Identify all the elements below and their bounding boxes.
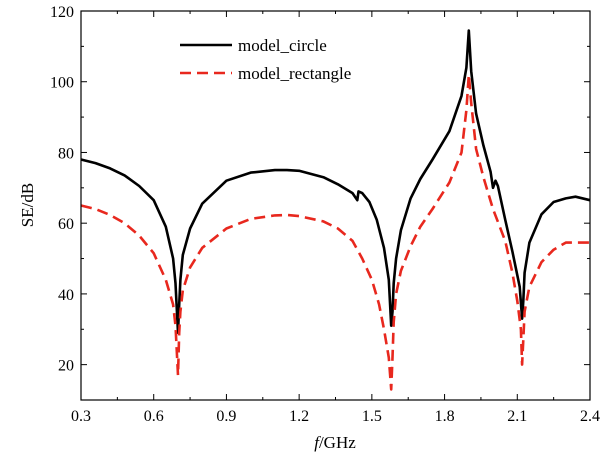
x-axis-ticks: 0.3 0.6 0.9 1.2 1.5 1.8 2.1 2.4 xyxy=(71,11,600,425)
legend-label: model_circle xyxy=(238,36,327,55)
plot-lines xyxy=(80,29,591,391)
x-axis-label: f/GHz xyxy=(314,433,356,452)
x-tick-label: 2.1 xyxy=(507,408,527,425)
x-axis-label-variable: f xyxy=(314,433,321,452)
x-tick-label: 0.9 xyxy=(216,408,236,425)
series-line-model_rectangle xyxy=(80,73,590,391)
y-axis-label: SE/dB xyxy=(18,183,37,227)
y-tick-label: 60 xyxy=(58,216,74,233)
x-tick-label: 2.4 xyxy=(580,408,600,425)
y-tick-label: 120 xyxy=(50,4,74,21)
y-tick-label: 40 xyxy=(58,287,74,304)
legend-label: model_rectangle xyxy=(238,64,351,83)
series-line-model_circle xyxy=(80,29,591,335)
y-axis-ticks: 20 40 60 80 100 120 xyxy=(50,4,590,401)
x-tick-label: 0.6 xyxy=(144,408,164,425)
x-tick-label: 1.8 xyxy=(435,408,455,425)
y-tick-label: 100 xyxy=(50,75,74,92)
legend: model_circle model_rectangle xyxy=(180,36,351,83)
x-axis-label-unit: /GHz xyxy=(319,433,356,452)
x-tick-label: 1.2 xyxy=(289,408,309,425)
y-tick-label: 80 xyxy=(58,145,74,162)
x-tick-label: 1.5 xyxy=(362,408,382,425)
x-tick-label: 0.3 xyxy=(71,408,91,425)
y-tick-label: 20 xyxy=(58,358,74,375)
